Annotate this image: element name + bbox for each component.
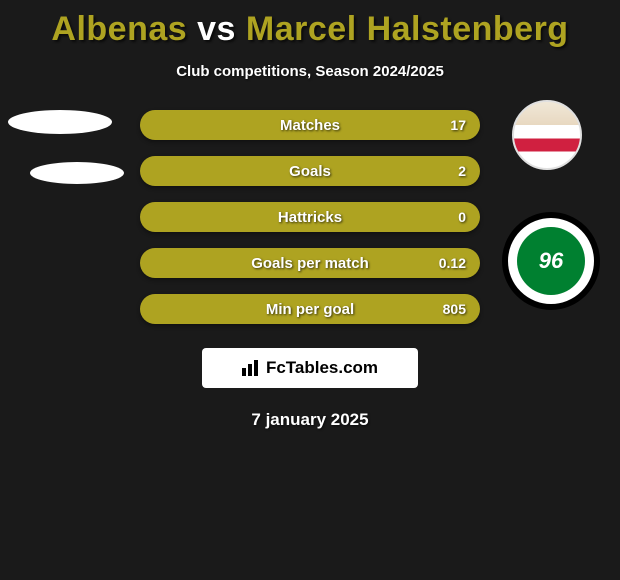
club-badge-text: 96 bbox=[517, 227, 585, 295]
stat-row: Matches 17 bbox=[140, 110, 480, 140]
club-badge: 96 bbox=[502, 212, 600, 310]
stat-label: Hattricks bbox=[278, 209, 342, 226]
stat-value: 0 bbox=[458, 209, 466, 225]
left-placeholder-1 bbox=[8, 110, 112, 134]
chart-icon bbox=[242, 360, 260, 376]
left-placeholder-2 bbox=[30, 162, 124, 184]
right-images: 96 bbox=[512, 100, 600, 310]
stat-row: Hattricks 0 bbox=[140, 202, 480, 232]
stat-row: Goals per match 0.12 bbox=[140, 248, 480, 278]
left-avatars bbox=[8, 110, 124, 212]
player2-name: Marcel Halstenberg bbox=[246, 10, 569, 48]
watermark: FcTables.com bbox=[202, 348, 418, 388]
comparison-title: Albenas vs Marcel Halstenberg bbox=[0, 0, 620, 49]
stat-value: 17 bbox=[450, 117, 466, 133]
stat-label: Min per goal bbox=[266, 301, 354, 318]
vs-text: vs bbox=[197, 10, 236, 48]
date: 7 january 2025 bbox=[0, 410, 620, 430]
player1-name: Albenas bbox=[51, 10, 187, 48]
subtitle: Club competitions, Season 2024/2025 bbox=[0, 63, 620, 80]
stat-bars: Matches 17 Goals 2 Hattricks 0 Goals per match… bbox=[140, 110, 480, 324]
watermark-text: FcTables.com bbox=[266, 358, 378, 378]
stat-label: Matches bbox=[280, 117, 340, 134]
stats-area: 96 Matches 17 Goals 2 Hattricks 0 Goals per ma… bbox=[0, 110, 620, 340]
stat-row: Min per goal 805 bbox=[140, 294, 480, 324]
stat-value: 805 bbox=[443, 301, 466, 317]
stat-row: Goals 2 bbox=[140, 156, 480, 186]
stat-label: Goals bbox=[289, 163, 331, 180]
stat-value: 2 bbox=[458, 163, 466, 179]
stat-value: 0.12 bbox=[439, 255, 466, 271]
player2-photo bbox=[512, 100, 582, 170]
stat-label: Goals per match bbox=[251, 255, 369, 272]
